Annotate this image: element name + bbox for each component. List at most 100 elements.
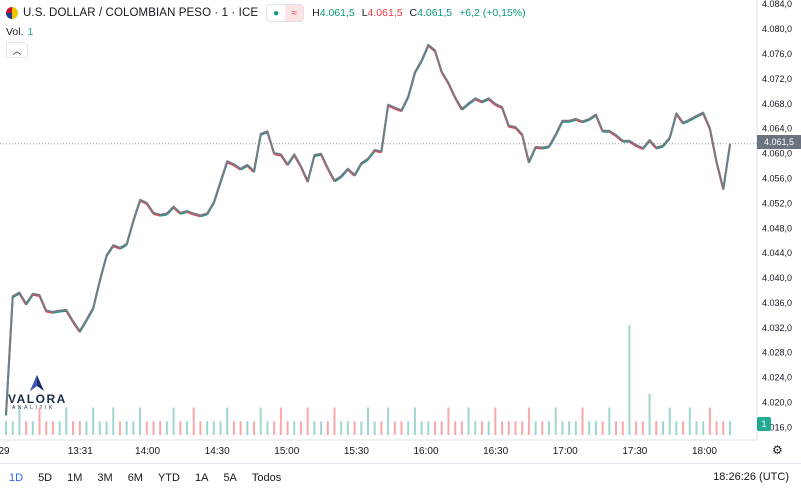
y-tick-label: 4.020,0 [762,398,792,408]
volume-bar [608,407,611,435]
volume-bar [615,421,618,435]
y-tick-label: 4.024,0 [762,373,792,383]
volume-bar [387,407,390,435]
y-tick-label: 4.032,0 [762,323,792,333]
range-3m-button[interactable]: 3M [97,471,113,484]
volume-bar [641,421,644,435]
volume-bar [118,421,121,435]
volume-bar [226,407,229,435]
volume-bar [72,421,75,435]
volume-bar [259,407,262,435]
volume-bar [286,421,289,435]
range-todos-button[interactable]: Todos [251,471,282,484]
chart-legend: U.S. DOLLAR / COLOMBIAN PESO · 1 · ICE ●… [6,4,526,22]
high-value: 4.061,5 [319,7,355,19]
volume-label: Vol. [6,26,24,38]
volume-bar [313,421,316,435]
volume-bar [561,421,564,435]
range-5d-button[interactable]: 5D [38,471,53,484]
volume-bar [702,421,705,435]
volume-bar [38,407,41,435]
y-tick-label: 4.080,0 [762,24,792,34]
gear-icon[interactable]: ⚙ [772,443,783,457]
x-tick-label: 16:30 [483,446,508,457]
symbol-title[interactable]: U.S. DOLLAR / COLOMBIAN PESO · 1 · ICE [23,7,259,19]
volume-bar [306,407,309,435]
volume-bar [554,407,557,435]
x-tick-label: 18:00 [692,446,717,457]
volume-bar [648,393,651,435]
collapse-legend-button[interactable]: ︿ [6,42,28,58]
volume-badge: 1 [757,417,771,431]
volume-bar [206,421,209,435]
volume-bar [628,325,631,435]
volume-bar [688,407,691,435]
chevron-up-icon: ︿ [12,45,22,56]
y-tick-label: 4.016,0 [762,422,792,432]
volume-bar [494,407,497,435]
volume-bar [273,421,276,435]
volume-bar [568,421,571,435]
green-dot-icon: ● [273,7,280,19]
volume-bar [480,421,483,435]
range-1a-button[interactable]: 1A [194,471,209,484]
volume-bar [51,421,54,435]
flag-icon [6,7,18,19]
volume-bar [11,421,14,435]
volume-bar [708,407,711,435]
volume-bar [199,421,202,435]
y-tick-label: 4.048,0 [762,223,792,233]
volume-bar [326,421,329,435]
volume-bar [18,407,21,435]
range-1m-button[interactable]: 1M [67,471,83,484]
y-tick-label: 4.060,0 [762,149,792,159]
y-tick-label: 4.036,0 [762,298,792,308]
valora-logo-mark-icon [30,375,44,391]
range-1d-button[interactable]: 1D [9,471,24,484]
volume-bar [440,421,443,435]
volume-bar [152,421,155,435]
range-ytd-button[interactable]: YTD [157,471,180,484]
volume-bar [514,421,517,435]
price-chart[interactable]: 4.084,0 4.080,0 4.076,0 4.072,0 4.068,0 4.064… [0,0,801,463]
volume-bar [541,421,544,435]
logo-subtitle: ANALITIK [12,405,56,411]
range-6m-button[interactable]: 6M [127,471,143,484]
x-tick-label: 17:00 [553,446,578,457]
volume-bar [320,421,323,435]
y-tick-label: 4.040,0 [762,273,792,283]
utc-clock[interactable]: 18:26:26 (UTC) [713,471,789,483]
volume-bar [668,407,671,435]
range-5a-button[interactable]: 5A [223,471,237,484]
volume-bar [682,421,685,435]
volume-bar [139,407,142,435]
volume-bar [474,421,477,435]
change-value: +6,2 (+0,15%) [459,7,526,19]
volume-bar [266,421,269,435]
volume-bar [722,421,725,435]
volume-bar [675,421,678,435]
volume-bar [420,421,423,435]
volume-bar [65,407,68,435]
volume-bar [253,421,256,435]
last-price-badge: 4.061,5 [757,135,801,149]
volume-bar [92,407,95,435]
high-label: H [312,7,320,19]
volume-bar [85,421,88,435]
volume-bar [380,421,383,435]
volume-bar [548,421,550,435]
low-value: 4.061,5 [367,7,403,19]
status-pill[interactable]: ● ≈ [266,4,305,22]
volume-bar [574,421,577,435]
volume-bar [594,421,597,435]
volume-bar [434,421,437,435]
y-tick-label: 4.064,0 [762,124,792,134]
volume-bar [105,421,108,435]
x-tick-label: 15:30 [344,446,369,457]
close-label: C [409,7,418,19]
volume-value: 1 [27,26,34,38]
y-tick-label: 4.052,0 [762,198,792,208]
y-tick-label: 4.076,0 [762,49,792,59]
volume-bar [78,421,81,435]
volume-bar [360,421,363,435]
